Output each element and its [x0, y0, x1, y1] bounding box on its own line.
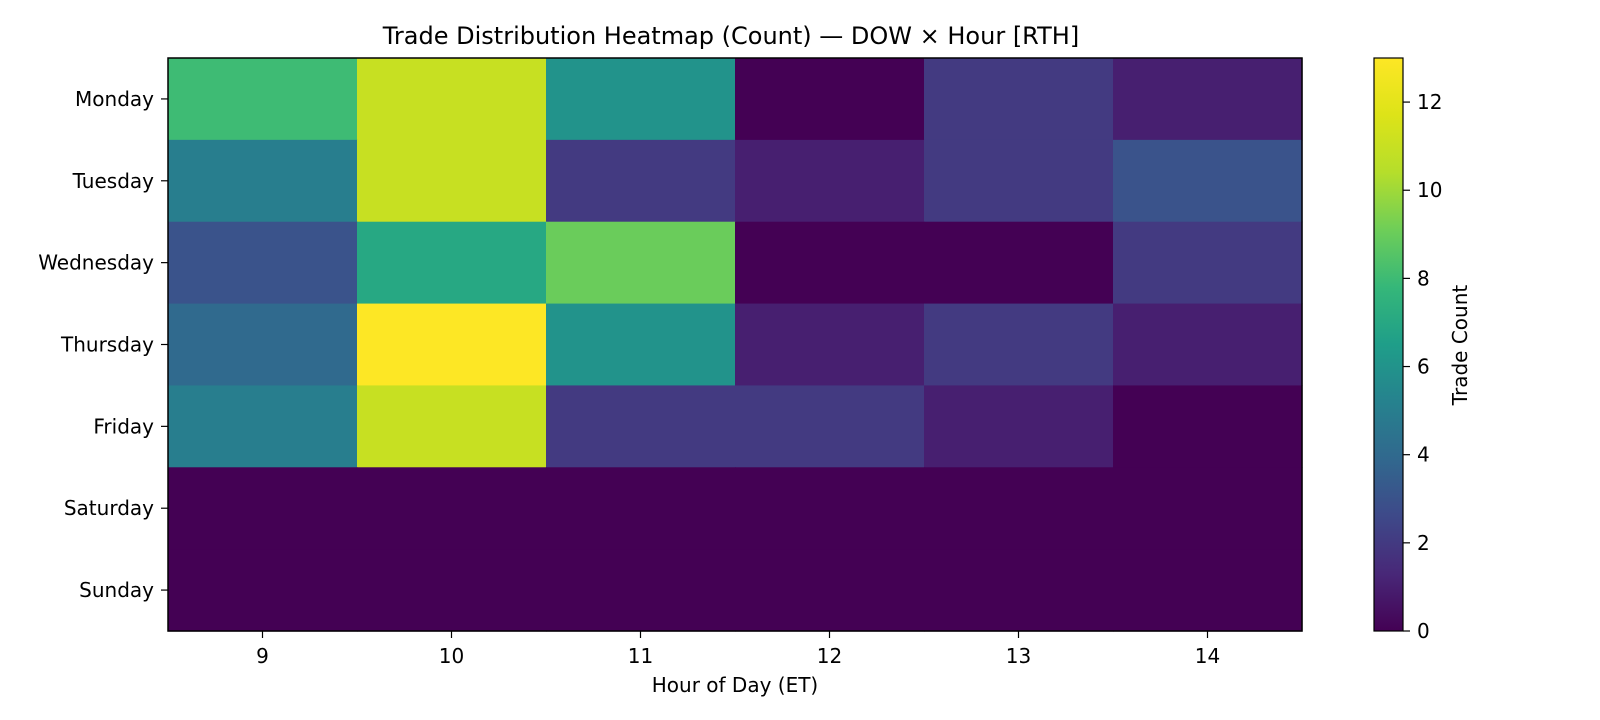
- heatmap-cell: [735, 58, 925, 141]
- heatmap-cell: [735, 385, 925, 468]
- colorbar-tick-label: 2: [1417, 531, 1430, 555]
- y-tick-label: Sunday: [79, 578, 154, 602]
- heatmap-cell: [357, 139, 547, 223]
- chart-title: Trade Distribution Heatmap (Count) — DOW…: [382, 22, 1079, 50]
- heatmap-cell: [735, 549, 925, 632]
- x-tick-label: 12: [817, 644, 842, 668]
- y-tick-label: Friday: [93, 414, 154, 438]
- heatmap-cell: [1113, 385, 1303, 468]
- y-tick-label: Wednesday: [38, 251, 154, 275]
- heatmap-cells: [168, 58, 1303, 632]
- heatmap-cell: [168, 385, 358, 468]
- heatmap-cell: [735, 303, 925, 387]
- x-tick-label: 14: [1195, 644, 1220, 668]
- colorbar-label: Trade Count: [1448, 285, 1472, 407]
- heatmap-cell: [735, 221, 925, 305]
- heatmap-cell: [1113, 221, 1303, 305]
- x-tick-label: 10: [439, 644, 464, 668]
- y-axis: Monday Tuesday Wednesday Thursday Friday Satu…: [38, 87, 168, 602]
- x-axis-label: Hour of Day (ET): [652, 673, 818, 697]
- heatmap-cell: [168, 58, 358, 141]
- heatmap-cell: [546, 139, 736, 223]
- x-tick-label: 13: [1006, 644, 1031, 668]
- heatmap-cell: [924, 221, 1114, 305]
- heatmap-cell: [546, 58, 736, 141]
- heatmap-cell: [924, 385, 1114, 468]
- heatmap-cell: [546, 385, 736, 468]
- x-axis: 9 10 11 12 13 14: [256, 631, 1220, 668]
- colorbar-tick-label: 4: [1417, 443, 1430, 467]
- colorbar: [1373, 57, 1404, 632]
- heatmap-cell: [1113, 467, 1303, 550]
- heatmap-cell: [168, 467, 358, 550]
- heatmap-cell: [168, 221, 358, 305]
- y-tick-label: Monday: [75, 87, 154, 111]
- heatmap-cell: [735, 139, 925, 223]
- heatmap-cell: [546, 303, 736, 387]
- heatmap-cell: [546, 549, 736, 632]
- x-tick-label: 9: [256, 644, 269, 668]
- heatmap-cell: [1113, 303, 1303, 387]
- heatmap-cell: [168, 549, 358, 632]
- heatmap-cell: [357, 549, 547, 632]
- heatmap-cell: [924, 467, 1114, 550]
- colorbar-tick-label: 10: [1417, 178, 1442, 202]
- y-tick-label: Tuesday: [72, 169, 155, 193]
- heatmap-cell: [1113, 139, 1303, 223]
- y-tick-label: Saturday: [64, 496, 154, 520]
- heatmap-cell: [168, 139, 358, 223]
- heatmap-cell: [924, 303, 1114, 387]
- heatmap-cell: [357, 467, 547, 550]
- heatmap-cell: [357, 303, 547, 387]
- heatmap-cell: [924, 139, 1114, 223]
- colorbar-tick-label: 0: [1417, 619, 1430, 643]
- colorbar-axis: 0 2 4 6 8 10 12: [1403, 90, 1442, 643]
- heatmap-cell: [1113, 58, 1303, 141]
- colorbar-tick-label: 8: [1417, 266, 1430, 290]
- colorbar-tick-label: 12: [1417, 90, 1442, 114]
- colorbar-tick-label: 6: [1417, 355, 1430, 379]
- heatmap-cell: [546, 467, 736, 550]
- heatmap-cell: [357, 58, 547, 141]
- heatmap-cell: [357, 385, 547, 468]
- heatmap-cell: [924, 58, 1114, 141]
- y-tick-label: Thursday: [60, 333, 154, 357]
- heatmap-cell: [357, 221, 547, 305]
- heatmap-cell: [546, 221, 736, 305]
- heatmap-cell: [735, 467, 925, 550]
- heatmap-cell: [924, 549, 1114, 632]
- x-tick-label: 11: [628, 644, 653, 668]
- heatmap-cell: [168, 303, 358, 387]
- heatmap-cell: [1113, 549, 1303, 632]
